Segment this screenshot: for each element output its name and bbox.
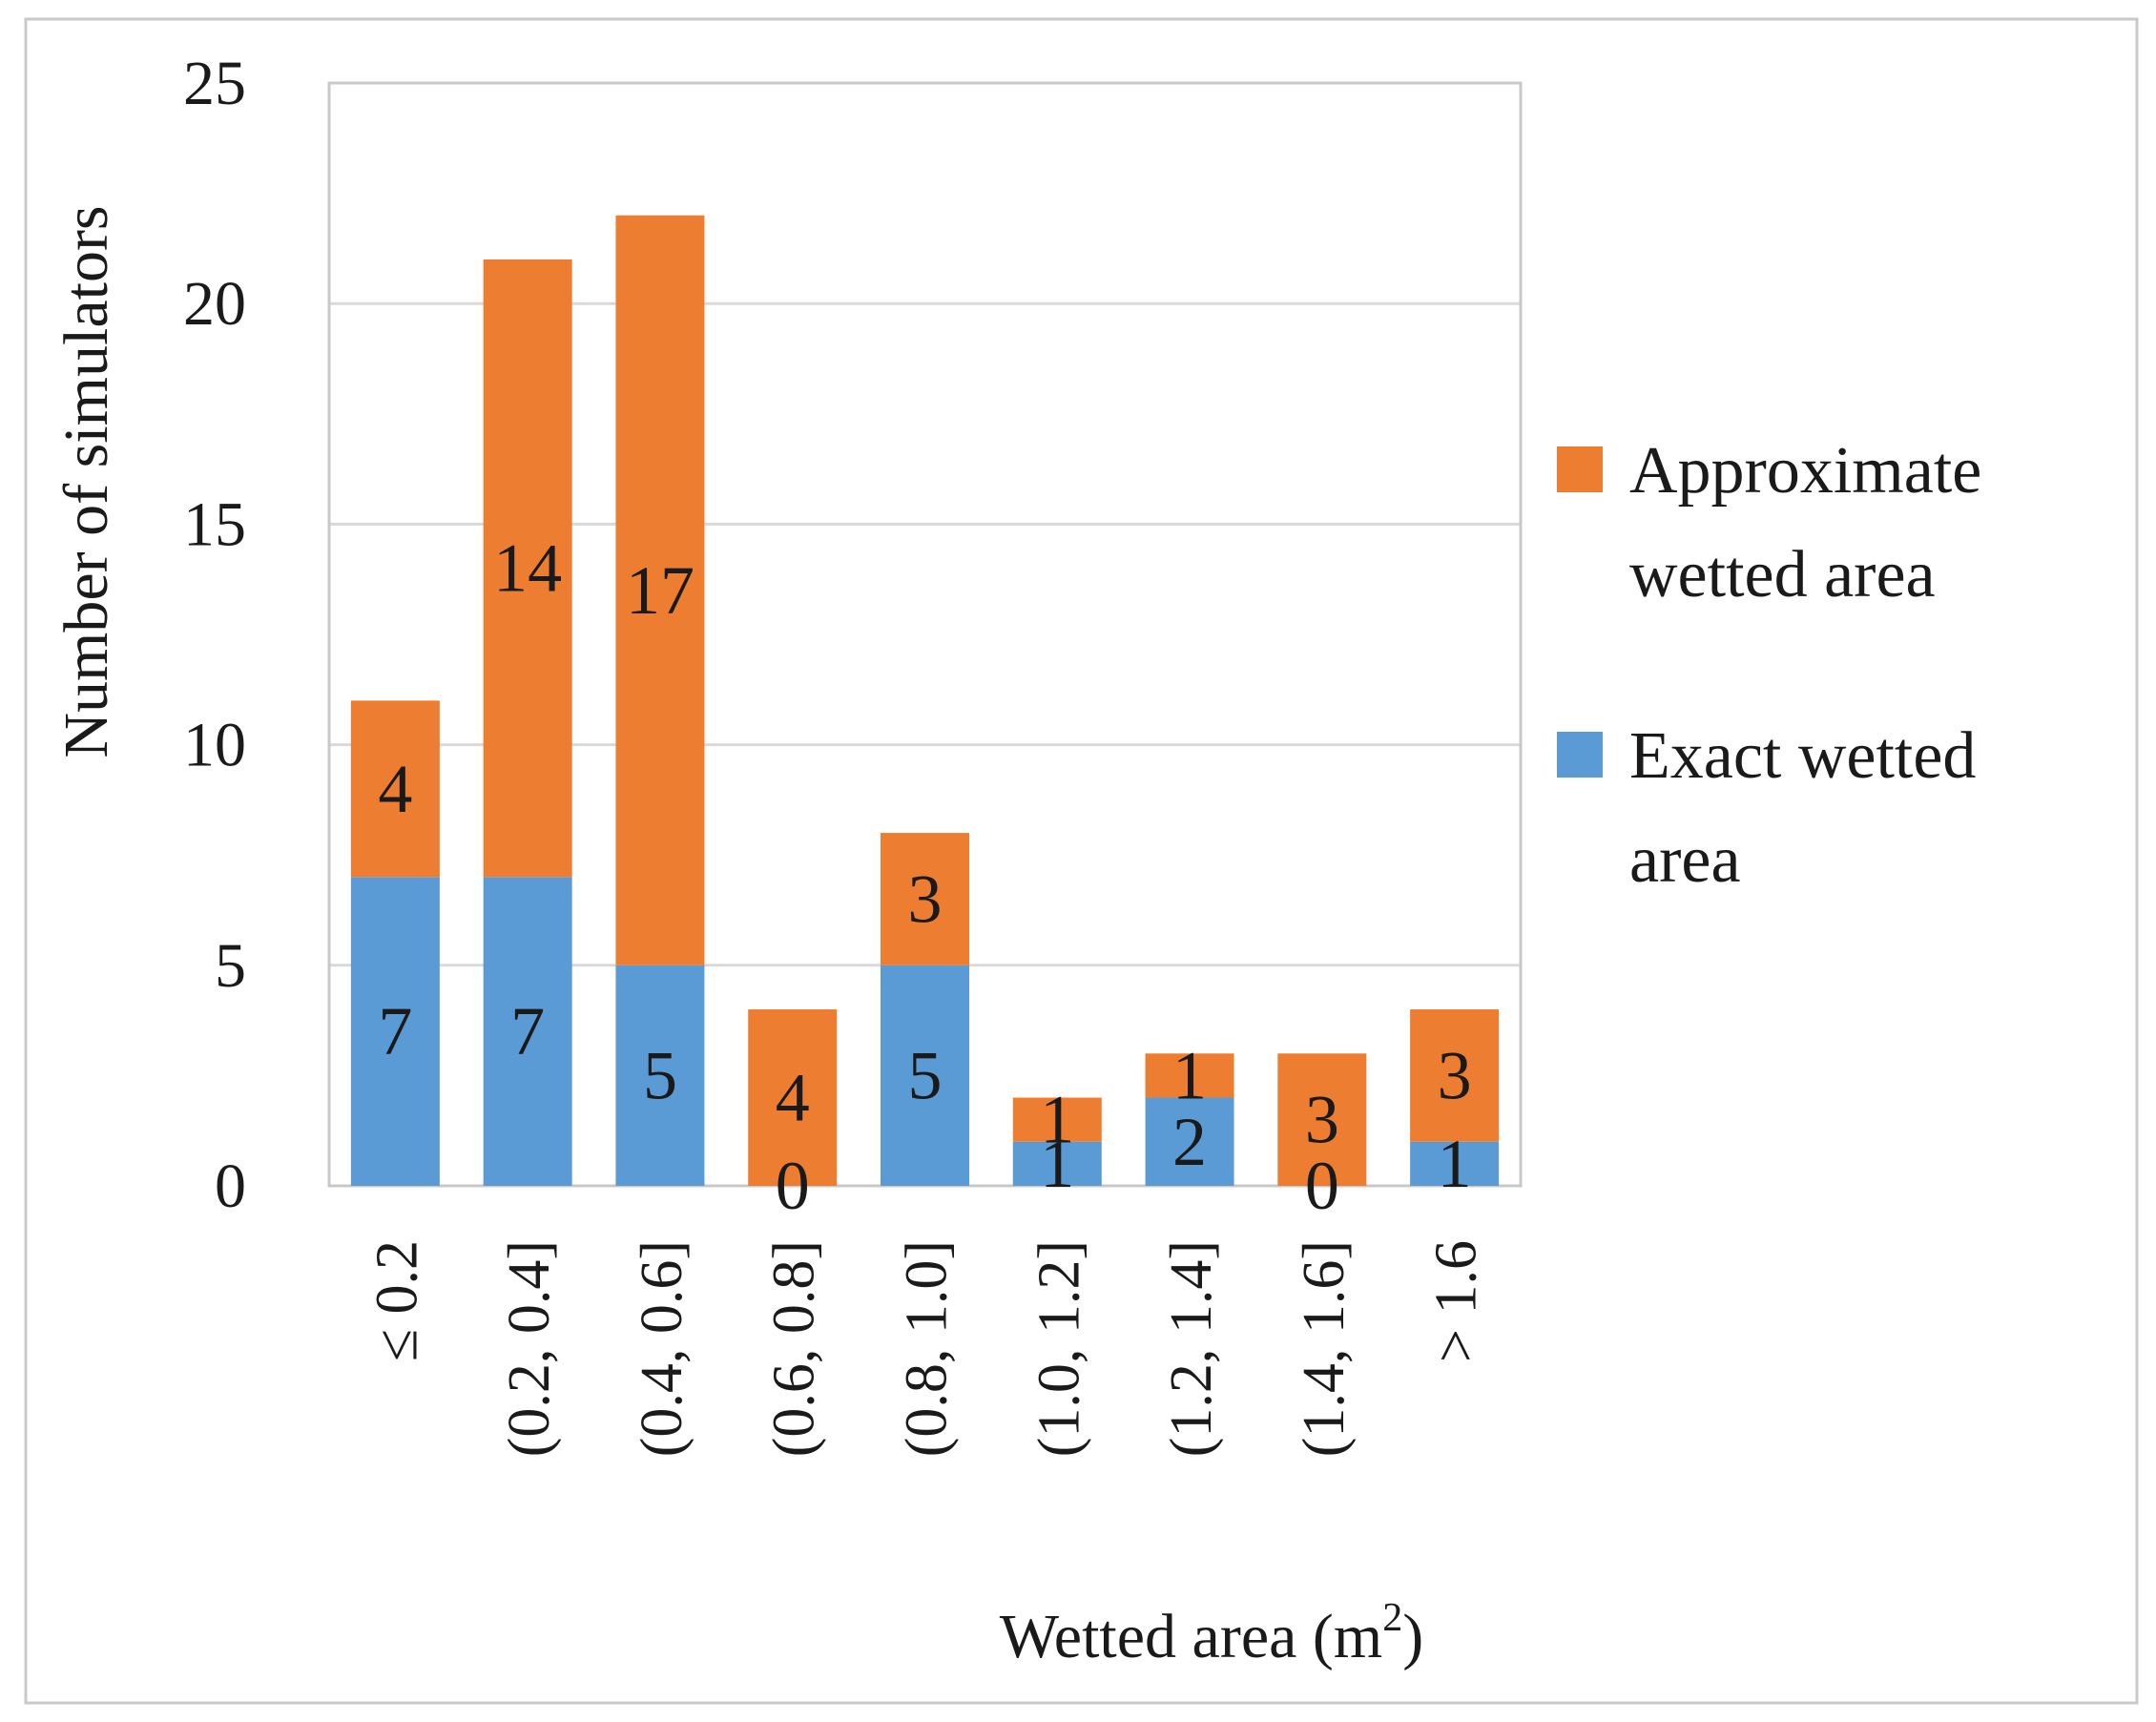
x-category-label: > 1.6: [1424, 1240, 1489, 1362]
legend-label-approximate: Approximate: [1629, 434, 1981, 508]
data-label-exact-9: 1: [1438, 1126, 1472, 1202]
bar-exact-3: [615, 965, 705, 1186]
x-category-label: (1.4, 1.6]: [1292, 1240, 1357, 1457]
bar-approximate-2: [483, 259, 572, 878]
bar-approximate-8: [1277, 1053, 1367, 1186]
bar-approximate-4: [748, 1009, 838, 1186]
data-label-exact-5: 5: [908, 1037, 943, 1113]
bars: [350, 215, 1500, 1186]
legend-swatch-exact: [1557, 732, 1603, 778]
x-axis-categories: ≤ 0.2 (0.2, 0.4] (0.4, 0.6] (0.6, 0.8] (0.8,…: [364, 1240, 1488, 1457]
data-label-approximate-3: 17: [626, 552, 694, 629]
x-category-label: (0.2, 0.4]: [497, 1240, 562, 1457]
data-label-approximate-2: 14: [493, 530, 562, 607]
bar-approximate-9: [1410, 1009, 1500, 1142]
bar-approximate-5: [881, 833, 969, 965]
y-tick-label: 5: [215, 931, 246, 1001]
y-tick-label: 15: [183, 489, 246, 559]
data-label-exact-4: 0: [776, 1148, 810, 1224]
x-axis-title-superscript: 2: [1382, 1596, 1402, 1640]
data-label-approximate-9: 3: [1438, 1037, 1472, 1113]
y-tick-label: 10: [183, 711, 246, 780]
bar-exact-7: [1145, 1097, 1234, 1186]
data-label-exact-2: 7: [510, 993, 545, 1069]
legend-label-exact: Exact wetted: [1629, 719, 1976, 793]
legend: Approximate wetted area Exact wetted area: [1557, 434, 1981, 897]
bar-approximate-6: [1012, 1097, 1102, 1142]
y-axis-title: Number of simulators: [52, 205, 121, 757]
x-axis-title-close: ): [1402, 1602, 1423, 1671]
x-category-label: ≤ 0.2: [364, 1240, 429, 1361]
y-axis-ticks: 0 5 10 15 20 25: [183, 49, 246, 1221]
data-label-approximate-7: 1: [1172, 1037, 1207, 1113]
bar-exact-1: [350, 877, 440, 1186]
data-label-approximate-4: 4: [776, 1060, 810, 1136]
data-label-exact-6: 1: [1040, 1126, 1074, 1202]
x-category-label: (1.0, 1.2]: [1026, 1240, 1091, 1457]
data-label-exact-1: 7: [378, 993, 412, 1069]
x-category-label: (0.8, 1.0]: [895, 1240, 960, 1457]
bar-exact-5: [881, 965, 969, 1186]
y-tick-label: 0: [215, 1151, 246, 1221]
y-tick-label: 25: [183, 49, 246, 118]
bar-approximate-1: [350, 700, 440, 878]
data-label-exact-3: 5: [643, 1037, 677, 1113]
x-axis-title: Wetted area (m2): [1000, 1596, 1423, 1671]
bar-approximate-3: [615, 215, 705, 965]
x-category-label: (0.6, 0.8]: [762, 1240, 827, 1457]
legend-label-exact: area: [1629, 823, 1741, 897]
data-label-approximate-8: 3: [1305, 1082, 1339, 1158]
data-label-approximate-1: 4: [378, 751, 412, 827]
x-axis-title-main: Wetted area (m: [1000, 1602, 1382, 1671]
data-label-approximate-5: 3: [908, 861, 943, 937]
data-label-approximate-6: 1: [1040, 1082, 1074, 1158]
bar-exact-9: [1410, 1141, 1500, 1186]
y-tick-label: 20: [183, 269, 246, 339]
data-label-exact-7: 2: [1172, 1104, 1207, 1180]
x-category-label: (0.4, 0.6]: [630, 1240, 694, 1457]
legend-swatch-approximate: [1557, 446, 1603, 492]
bar-approximate-7: [1145, 1053, 1234, 1098]
legend-label-approximate: wetted area: [1629, 538, 1936, 612]
bar-exact-6: [1012, 1141, 1102, 1186]
bar-exact-2: [483, 877, 572, 1186]
data-label-exact-8: 0: [1305, 1148, 1339, 1224]
x-category-label: (1.2, 1.4]: [1159, 1240, 1224, 1457]
